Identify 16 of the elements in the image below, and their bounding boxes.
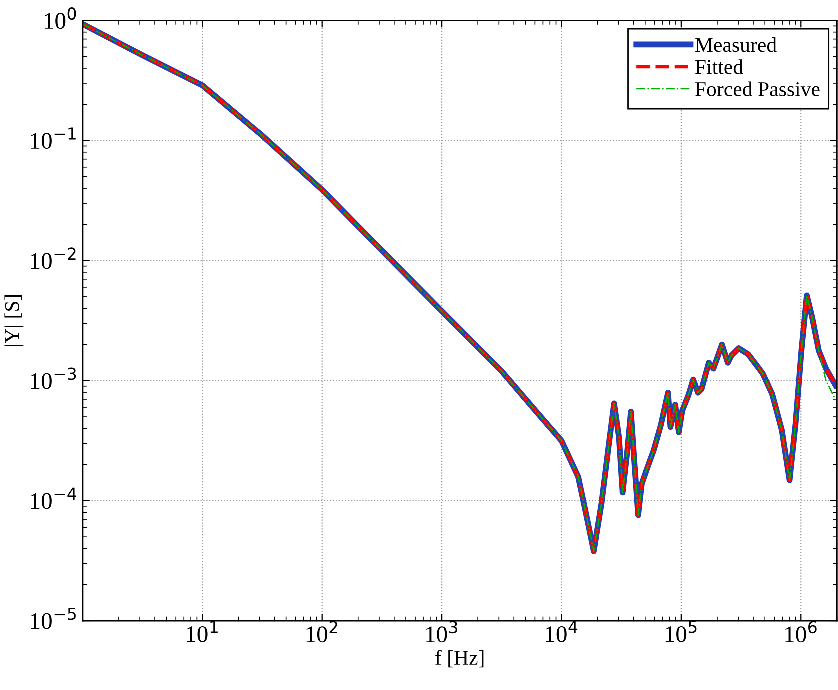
x-tick-label: 10$^{2}$ [306,621,338,643]
y-tick-label: 10$^{−1}$ [31,128,76,150]
y-axis-title: |Y| [S] [4,295,24,346]
y-tick-label: 10$^{−4}$ [31,488,76,510]
y-tick-label: 10$^{−2}$ [31,248,76,270]
y-tick-label: 10$^{0}$ [44,8,76,30]
x-tick-label: 10$^{6}$ [786,621,817,643]
legend-label: Fitted [696,60,744,74]
x-tick-label: 10$^{1}$ [187,621,218,642]
legend-label: Forced Passive [696,82,820,96]
x-tick-label: 10$^{4}$ [546,621,578,642]
y-tick-label: 10$^{−3}$ [31,368,76,390]
x-tick-label: 10$^{3}$ [426,621,458,643]
x-axis-title: f [Hz] [436,650,484,668]
y-tick-label: 10$^{−5}$ [31,608,76,630]
legend-label: Measured [696,37,777,52]
